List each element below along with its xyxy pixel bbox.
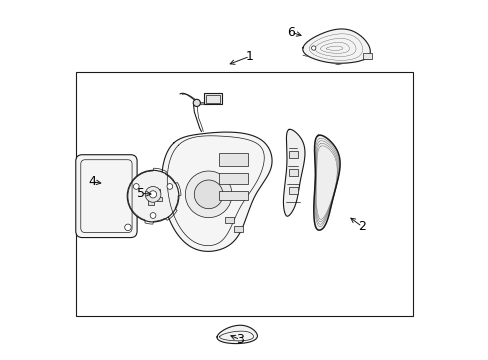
Bar — [153, 189, 159, 193]
Bar — [156, 197, 162, 201]
Polygon shape — [217, 325, 257, 343]
Text: 6: 6 — [286, 26, 294, 39]
Bar — [148, 201, 154, 205]
Circle shape — [166, 184, 172, 189]
Polygon shape — [313, 135, 339, 230]
Bar — [144, 191, 150, 195]
Polygon shape — [302, 29, 369, 63]
Bar — [233, 226, 242, 232]
Text: 2: 2 — [357, 220, 366, 233]
Circle shape — [311, 46, 315, 50]
Circle shape — [145, 186, 161, 202]
Text: 3: 3 — [236, 333, 244, 346]
Bar — [76, 72, 412, 316]
Bar — [204, 93, 221, 104]
Text: 5: 5 — [137, 187, 145, 200]
Bar — [205, 95, 220, 103]
Circle shape — [149, 191, 156, 198]
Bar — [362, 53, 371, 59]
Bar — [219, 191, 247, 200]
Circle shape — [150, 213, 156, 219]
Circle shape — [193, 99, 200, 107]
Circle shape — [124, 224, 131, 230]
Text: 1: 1 — [245, 50, 253, 63]
Text: 4: 4 — [88, 175, 96, 188]
Bar — [224, 217, 233, 223]
Circle shape — [133, 184, 139, 189]
FancyBboxPatch shape — [76, 155, 137, 238]
Bar — [219, 173, 247, 184]
Bar — [289, 151, 298, 158]
Circle shape — [185, 171, 231, 218]
Bar — [289, 169, 298, 176]
Circle shape — [127, 170, 179, 222]
Bar — [289, 187, 298, 194]
Circle shape — [194, 180, 223, 209]
Polygon shape — [283, 129, 305, 216]
Bar — [219, 153, 247, 166]
Polygon shape — [162, 132, 271, 251]
